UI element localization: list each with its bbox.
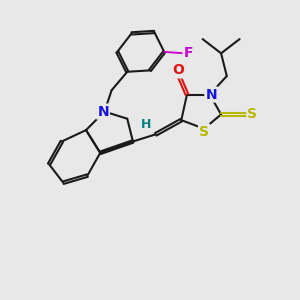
Text: S: S bbox=[199, 124, 209, 139]
Text: H: H bbox=[140, 118, 151, 131]
Text: S: S bbox=[248, 107, 257, 122]
Text: N: N bbox=[205, 88, 217, 101]
Text: O: O bbox=[172, 63, 184, 77]
Text: F: F bbox=[184, 46, 193, 60]
Text: N: N bbox=[97, 105, 109, 118]
